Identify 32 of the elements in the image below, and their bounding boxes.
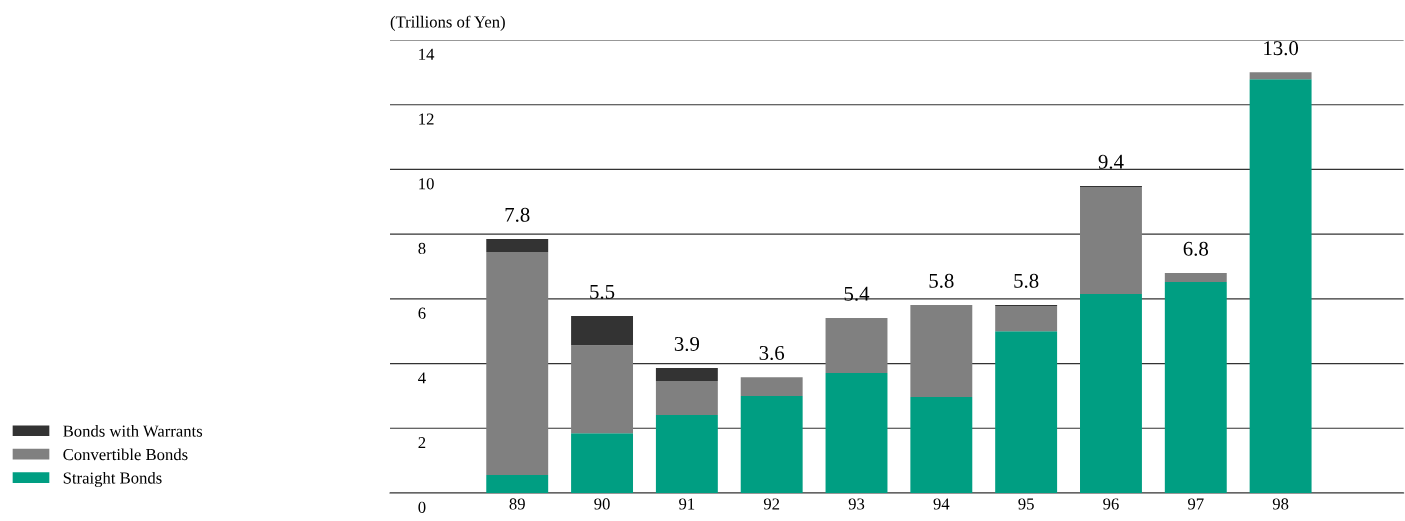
y-axis-title: (Trillions of Yen) <box>390 15 505 31</box>
legend-label: Bonds with Warrants <box>63 425 203 437</box>
total-label: 5.4 <box>844 286 870 301</box>
x-tick-label: 90 <box>594 498 610 510</box>
legend-label: Straight Bonds <box>63 471 162 488</box>
total-label: 9.4 <box>1098 154 1124 169</box>
total-label: 3.6 <box>759 345 785 361</box>
legend-label: Convertible Bonds <box>63 448 188 461</box>
y-tick-label: 14 <box>419 48 435 60</box>
x-tick-label: 95 <box>1018 498 1034 510</box>
x-tick-label: 98 <box>1272 498 1289 510</box>
total-label: 13.0 <box>1264 41 1299 56</box>
x-tick-label: 91 <box>679 498 695 510</box>
total-label: 5.8 <box>1014 273 1039 288</box>
y-tick-label: 2 <box>418 437 426 449</box>
x-tick-label: 97 <box>1187 498 1204 510</box>
total-label: 5.5 <box>590 284 615 299</box>
y-tick-label: 8 <box>418 242 426 255</box>
y-tick-label: 6 <box>418 307 426 319</box>
total-label: 5.8 <box>929 273 954 288</box>
y-tick-label: 10 <box>419 178 434 190</box>
x-tick-label: 93 <box>848 498 865 510</box>
x-tick-label: 96 <box>1103 498 1119 510</box>
y-tick-label: 0 <box>418 501 426 513</box>
total-label: 7.8 <box>505 207 530 222</box>
x-tick-label: 94 <box>933 498 950 510</box>
x-tick-label: 92 <box>763 498 780 510</box>
total-label: 3.9 <box>674 336 700 352</box>
total-label: 6.8 <box>1183 241 1209 256</box>
y-tick-label: 12 <box>419 113 434 125</box>
x-tick-label: 89 <box>509 498 525 510</box>
y-tick-label: 4 <box>418 372 426 384</box>
